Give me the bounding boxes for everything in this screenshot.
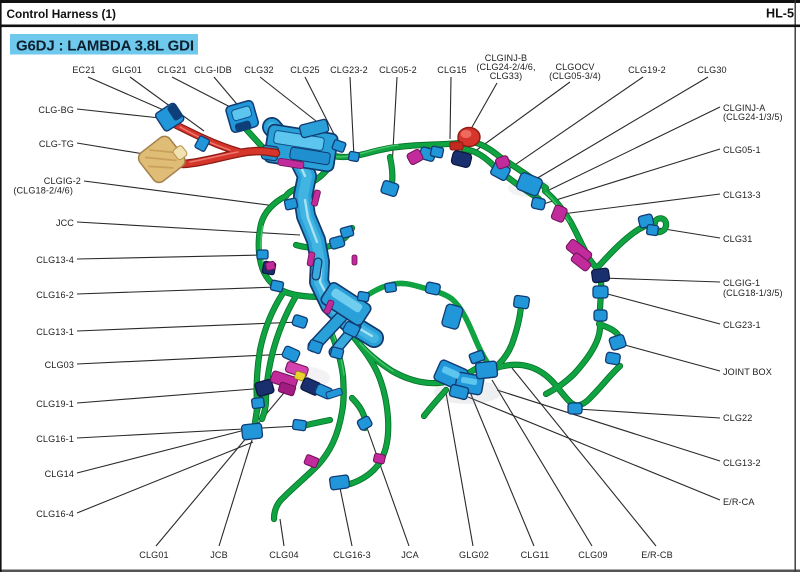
svg-text:CLG23-2: CLG23-2: [330, 65, 368, 75]
svg-text:HL-5: HL-5: [766, 7, 794, 21]
svg-text:CLG19-2: CLG19-2: [628, 65, 666, 75]
svg-text:CLG-TG: CLG-TG: [39, 139, 74, 149]
svg-text:CLGIG-2: CLGIG-2: [44, 176, 81, 186]
svg-text:(CLG05-3/4): (CLG05-3/4): [549, 71, 601, 81]
svg-text:CLG15: CLG15: [437, 65, 466, 75]
svg-text:JCA: JCA: [401, 550, 419, 560]
svg-text:GLG01: GLG01: [112, 65, 142, 75]
svg-text:JCC: JCC: [56, 218, 74, 228]
svg-text:CLGINJ-B: CLGINJ-B: [485, 53, 527, 63]
svg-text:CLG05-2: CLG05-2: [379, 65, 417, 75]
svg-text:CLG19-1: CLG19-1: [36, 399, 74, 409]
svg-text:CLG13-1: CLG13-1: [36, 327, 74, 337]
svg-text:(CLG18-1/3/5): (CLG18-1/3/5): [723, 288, 783, 298]
svg-text:(CLG18-2/4/6): (CLG18-2/4/6): [13, 186, 73, 196]
svg-text:CLG25: CLG25: [290, 65, 319, 75]
svg-text:CLGINJ-A: CLGINJ-A: [723, 103, 766, 113]
svg-text:CLG16-3: CLG16-3: [333, 550, 371, 560]
svg-text:CLG-BG: CLG-BG: [38, 105, 74, 115]
svg-text:CLG05-1: CLG05-1: [723, 145, 761, 155]
svg-text:CLG03: CLG03: [45, 360, 74, 370]
svg-text:CLG33): CLG33): [490, 71, 523, 81]
svg-text:CLG32: CLG32: [244, 65, 273, 75]
svg-text:CLGOCV: CLGOCV: [555, 62, 595, 72]
svg-text:CLG23-1: CLG23-1: [723, 320, 761, 330]
svg-text:CLG04: CLG04: [269, 550, 298, 560]
svg-text:CLG13-4: CLG13-4: [36, 255, 74, 265]
svg-text:(CLG24-1/3/5): (CLG24-1/3/5): [723, 112, 783, 122]
svg-text:CLG30: CLG30: [697, 65, 726, 75]
svg-text:CLG09: CLG09: [578, 550, 607, 560]
svg-text:CLG22: CLG22: [723, 413, 752, 423]
svg-text:CLG13-2: CLG13-2: [723, 458, 761, 468]
svg-text:CLG16-2: CLG16-2: [36, 290, 74, 300]
svg-text:E/R-CA: E/R-CA: [723, 497, 755, 507]
svg-text:(CLG24-2/4/6,: (CLG24-2/4/6,: [476, 62, 535, 72]
svg-text:CLG01: CLG01: [139, 550, 168, 560]
svg-text:E/R-CB: E/R-CB: [641, 550, 673, 560]
svg-text:EC21: EC21: [72, 65, 95, 75]
svg-text:CLG14: CLG14: [45, 469, 74, 479]
svg-text:CLG13-3: CLG13-3: [723, 190, 761, 200]
svg-text:CLG11: CLG11: [521, 550, 550, 560]
svg-text:CLG31: CLG31: [723, 234, 752, 244]
svg-text:CLGIG-1: CLGIG-1: [723, 278, 760, 288]
svg-text:CLG21: CLG21: [157, 65, 186, 75]
svg-text:GLG02: GLG02: [459, 550, 489, 560]
svg-text:Control Harness (1): Control Harness (1): [7, 7, 117, 21]
svg-text:CLG-IDB: CLG-IDB: [194, 65, 232, 75]
svg-text:CLG16-4: CLG16-4: [36, 509, 74, 519]
svg-text:G6DJ : LAMBDA 3.8L GDI: G6DJ : LAMBDA 3.8L GDI: [16, 38, 194, 55]
svg-text:JCB: JCB: [210, 550, 228, 560]
svg-text:CLG16-1: CLG16-1: [36, 434, 74, 444]
svg-text:JOINT BOX: JOINT BOX: [723, 367, 772, 377]
